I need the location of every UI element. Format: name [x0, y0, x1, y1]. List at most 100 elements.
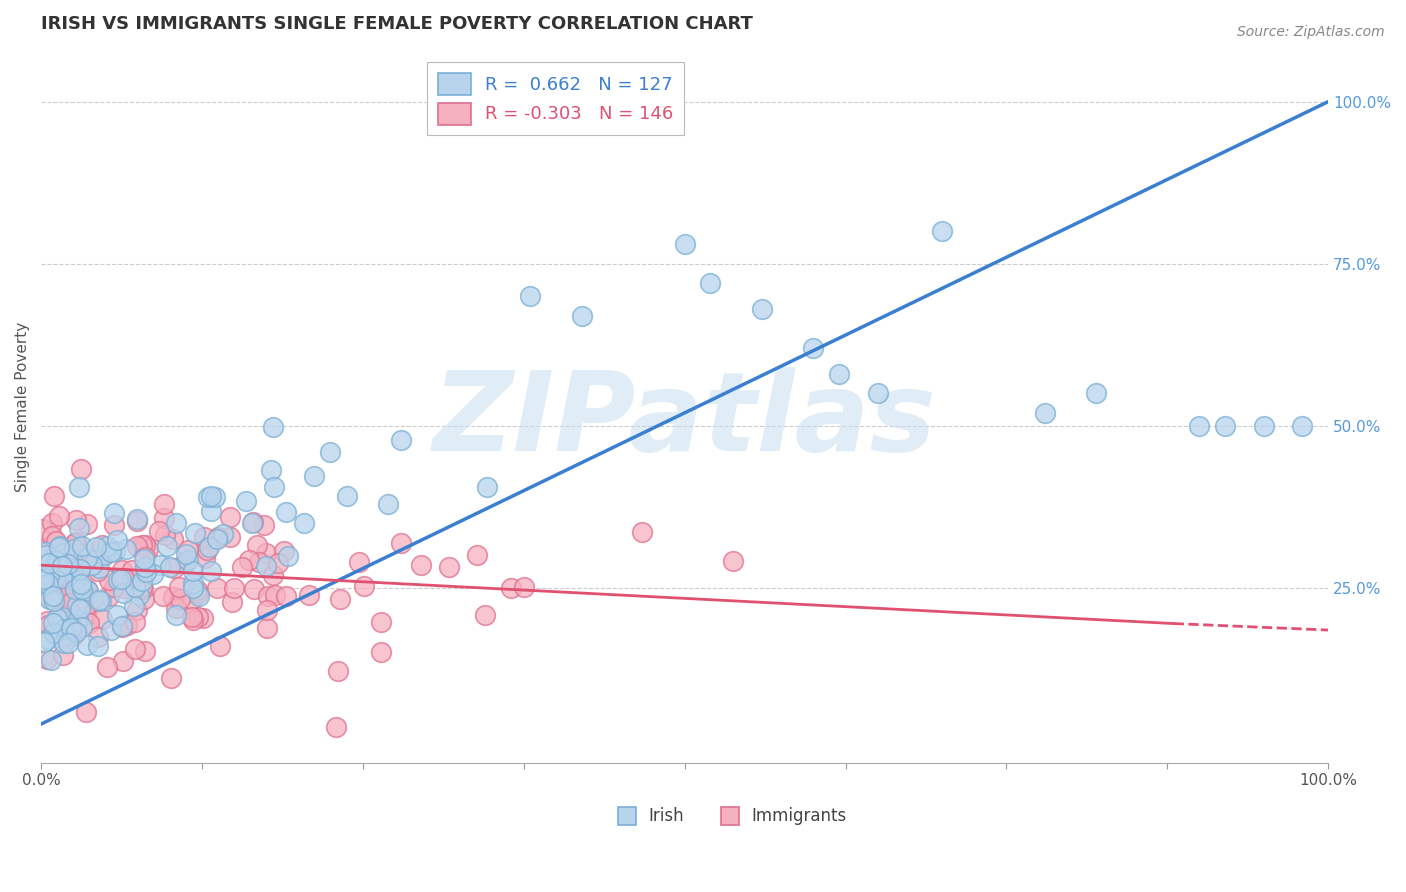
Point	[167, 580, 190, 594]
Point	[125, 540, 148, 554]
Point	[111, 654, 134, 668]
Point	[67, 565, 90, 579]
Point	[153, 497, 176, 511]
Point	[1033, 406, 1056, 420]
Text: IRISH VS IMMIGRANTS SINGLE FEMALE POVERTY CORRELATION CHART: IRISH VS IMMIGRANTS SINGLE FEMALE POVERT…	[41, 15, 754, 33]
Point	[256, 603, 278, 617]
Point	[162, 590, 184, 604]
Point	[121, 563, 143, 577]
Point	[148, 524, 170, 538]
Point	[86, 564, 108, 578]
Point	[262, 420, 284, 434]
Point	[153, 528, 176, 542]
Point	[37, 615, 59, 629]
Point	[673, 237, 696, 252]
Point	[260, 463, 283, 477]
Point	[238, 553, 260, 567]
Point	[72, 539, 94, 553]
Point	[519, 289, 541, 303]
Point	[235, 494, 257, 508]
Point	[35, 652, 58, 666]
Point	[165, 601, 187, 615]
Point	[183, 575, 205, 590]
Point	[329, 592, 352, 607]
Point	[53, 588, 76, 602]
Point	[69, 562, 91, 576]
Point	[336, 490, 359, 504]
Point	[49, 540, 72, 554]
Point	[254, 558, 277, 573]
Point	[53, 623, 76, 637]
Point	[65, 513, 87, 527]
Point	[49, 553, 72, 567]
Point	[118, 571, 141, 585]
Point	[347, 555, 370, 569]
Point	[197, 490, 219, 504]
Point	[32, 566, 55, 581]
Point	[103, 580, 125, 594]
Point	[499, 581, 522, 595]
Point	[93, 549, 115, 563]
Point	[200, 564, 222, 578]
Point	[240, 516, 263, 530]
Point	[35, 545, 58, 559]
Point	[65, 534, 87, 549]
Point	[82, 591, 104, 606]
Point	[76, 582, 98, 596]
Point	[389, 433, 412, 447]
Point	[45, 554, 67, 568]
Point	[60, 583, 83, 598]
Point	[45, 611, 67, 625]
Point	[125, 603, 148, 617]
Point	[127, 512, 149, 526]
Point	[60, 618, 83, 632]
Point	[105, 608, 128, 623]
Point	[31, 570, 53, 584]
Point	[267, 556, 290, 570]
Point	[66, 546, 89, 560]
Point	[242, 582, 264, 597]
Point	[111, 620, 134, 634]
Point	[48, 509, 70, 524]
Point	[44, 585, 66, 599]
Point	[465, 548, 488, 562]
Point	[76, 551, 98, 566]
Point	[262, 567, 284, 582]
Point	[186, 586, 208, 600]
Point	[219, 530, 242, 544]
Point	[152, 589, 174, 603]
Point	[90, 593, 112, 607]
Text: Irish: Irish	[648, 807, 685, 825]
Point	[273, 543, 295, 558]
Point	[631, 525, 654, 540]
Point	[69, 462, 91, 476]
Point	[104, 544, 127, 558]
Point	[132, 592, 155, 607]
Point	[1253, 418, 1275, 433]
Point	[51, 571, 73, 585]
Point	[181, 592, 204, 607]
Point	[159, 560, 181, 574]
Text: Immigrants: Immigrants	[752, 807, 846, 825]
Point	[194, 551, 217, 566]
Point	[100, 545, 122, 559]
Text: ZIPatlas: ZIPatlas	[433, 368, 936, 475]
Point	[1291, 418, 1313, 433]
Point	[75, 706, 97, 720]
Point	[41, 563, 63, 577]
Point	[254, 546, 277, 560]
Point	[59, 621, 82, 635]
Point	[80, 558, 103, 573]
Point	[66, 614, 89, 628]
Point	[69, 480, 91, 494]
Point	[353, 579, 375, 593]
Point	[89, 561, 111, 575]
Point	[304, 468, 326, 483]
Point	[41, 516, 63, 530]
Point	[297, 588, 319, 602]
Point	[103, 517, 125, 532]
Point	[52, 546, 75, 560]
Point	[67, 574, 90, 589]
Point	[246, 539, 269, 553]
Point	[41, 582, 63, 597]
